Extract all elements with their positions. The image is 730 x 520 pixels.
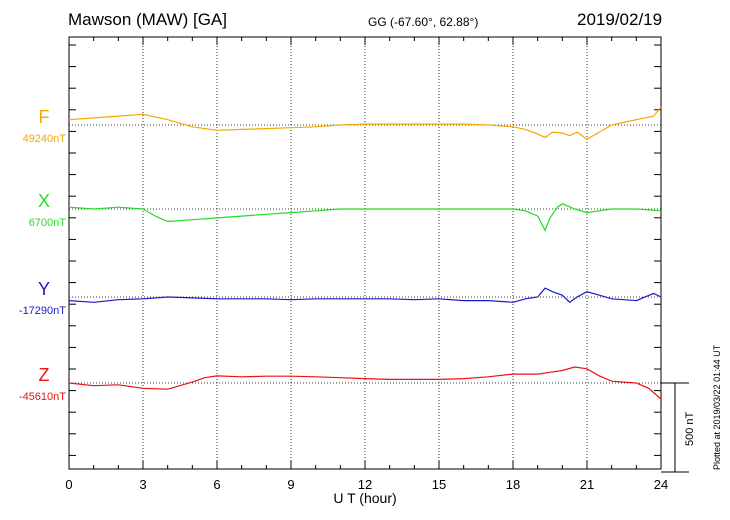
x-axis-label: U T (hour) xyxy=(333,490,397,506)
scale-bar-label: 500 nT xyxy=(684,411,696,446)
series-z-line xyxy=(68,366,662,400)
x-tick-label: 18 xyxy=(506,477,520,492)
station-title: Mawson (MAW) [GA] xyxy=(68,10,227,29)
series-f-baseline-label: 49240nT xyxy=(23,133,67,145)
x-tick-label: 21 xyxy=(580,477,594,492)
series-z-baseline-label: -45610nT xyxy=(19,391,66,403)
x-tick-label: 15 xyxy=(432,477,446,492)
x-tick-label: 6 xyxy=(213,477,220,492)
x-tick-label: 24 xyxy=(654,477,668,492)
plotted-note: Plotted at 2019/03/22 01:44 UT xyxy=(712,344,722,470)
series-x-name: X xyxy=(38,191,50,211)
series-f-line xyxy=(68,106,662,140)
x-tick-label: 0 xyxy=(65,477,72,492)
series-y-baseline-label: -17290nT xyxy=(19,305,66,317)
series-x-baseline-label: 6700nT xyxy=(29,217,67,229)
coords-label: GG (-67.60°, 62.88°) xyxy=(368,15,479,29)
series-y-line xyxy=(68,287,662,304)
series-y-name: Y xyxy=(38,279,50,299)
x-tick-label: 3 xyxy=(139,477,146,492)
x-tick-label: 12 xyxy=(358,477,372,492)
series-f-name: F xyxy=(39,107,50,127)
series-x-line xyxy=(68,203,662,232)
series-z-name: Z xyxy=(39,365,50,385)
date-label: 2019/02/19 xyxy=(577,10,663,29)
x-tick-label: 9 xyxy=(287,477,294,492)
